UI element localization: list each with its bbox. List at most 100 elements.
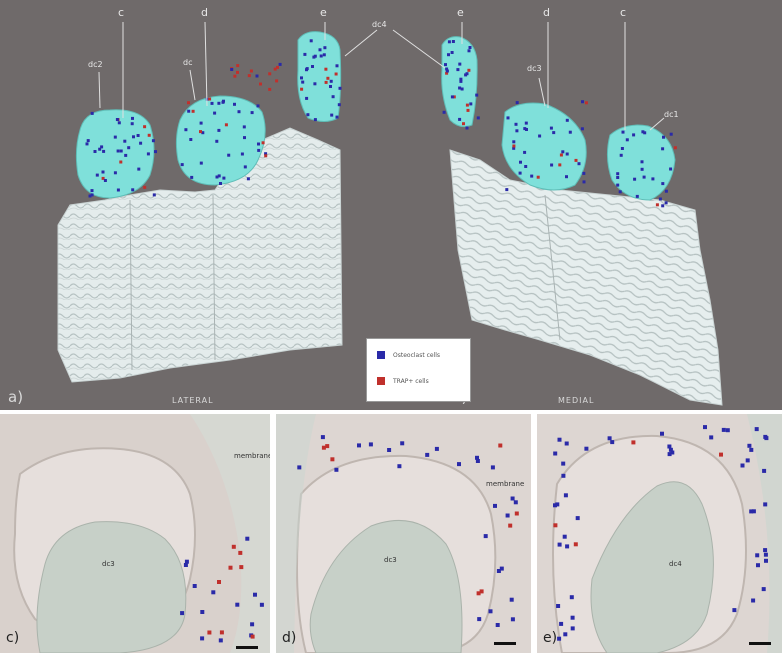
stain-dot — [88, 194, 92, 198]
stain-dot — [320, 435, 325, 440]
stain-dot — [101, 170, 105, 174]
stain-dot — [451, 40, 455, 43]
stain-dot — [465, 103, 469, 107]
stain-dot — [740, 463, 745, 468]
stain-dot — [85, 142, 89, 146]
stain-dot — [268, 87, 272, 91]
stain-dot — [475, 93, 479, 97]
stain-dot — [221, 100, 225, 104]
stain-dot — [553, 451, 558, 456]
panel-b-caption: MEDIAL — [558, 396, 595, 405]
stain-dot — [199, 161, 203, 165]
stain-dot — [231, 544, 236, 549]
stain-dot — [445, 71, 449, 75]
stain-dot — [525, 128, 528, 131]
panel-d-tooth-label: dc3 — [384, 556, 397, 564]
legend: Osteoclast cells TRAP+ cells — [366, 338, 471, 402]
panel-d-letter: d) — [282, 630, 297, 646]
stain-dot — [561, 461, 566, 466]
stain-dot — [243, 165, 247, 169]
stain-dot — [616, 172, 620, 176]
stain-dot — [201, 131, 205, 135]
stain-dot — [237, 110, 241, 114]
cell-dots-e — [553, 425, 769, 641]
stain-dot — [631, 440, 636, 445]
stain-dot — [215, 139, 219, 143]
stain-dot — [397, 464, 402, 469]
stain-dot — [518, 171, 522, 175]
stain-dot — [632, 133, 636, 137]
stain-dot — [510, 496, 515, 501]
stain-dot — [755, 553, 760, 558]
stain-dot — [483, 534, 488, 539]
stain-dot — [450, 95, 454, 99]
stain-dot — [215, 175, 219, 179]
stain-dot — [721, 427, 726, 432]
stain-dot — [334, 467, 339, 472]
panel-a-caption: LATERAL — [172, 396, 214, 405]
legend-swatch-blue — [377, 351, 385, 359]
stain-dot — [275, 79, 279, 83]
stain-dot — [200, 636, 205, 641]
stain-dot — [764, 558, 768, 563]
histology-panel-c: c) dc3 membrane — [0, 414, 270, 653]
stain-dot — [227, 153, 231, 157]
stain-dot — [747, 443, 752, 448]
stain-dot — [625, 138, 629, 142]
stain-dot — [468, 46, 472, 49]
stain-dot — [754, 427, 759, 432]
stain-dot — [245, 536, 250, 541]
structure-label-right-2: dc1 — [664, 110, 679, 119]
stain-dot — [119, 149, 123, 153]
stain-dot — [447, 53, 450, 57]
stain-dot — [458, 62, 462, 66]
stain-dot — [616, 176, 620, 179]
stain-dot — [514, 122, 518, 126]
stain-dot — [763, 434, 768, 439]
stain-dot — [642, 175, 646, 179]
stain-dot — [103, 179, 107, 182]
stain-dot — [250, 622, 255, 627]
stain-dot — [557, 542, 562, 547]
stain-dot — [200, 610, 205, 614]
stain-dot — [570, 615, 575, 620]
stain-dot — [476, 116, 480, 120]
stain-dot — [763, 502, 768, 507]
stain-dot — [633, 177, 637, 181]
stain-dot — [506, 116, 510, 120]
stain-dot — [670, 450, 675, 455]
stain-dot — [154, 150, 157, 154]
stain-dot — [115, 118, 119, 121]
stain-dot — [119, 160, 123, 164]
stain-dot — [607, 436, 612, 441]
stain-dot — [276, 65, 279, 69]
stain-dot — [508, 523, 513, 528]
stain-dot — [561, 473, 566, 478]
stain-dot — [199, 121, 203, 125]
stain-dot — [582, 180, 586, 184]
stain-dot — [445, 69, 449, 73]
stain-dot — [242, 125, 246, 129]
stain-dot — [523, 150, 527, 154]
stain-dot — [335, 64, 339, 68]
stain-dot — [549, 126, 553, 130]
stain-dot — [620, 147, 624, 150]
stain-dot — [217, 101, 221, 105]
stain-dot — [552, 131, 556, 135]
stain-dot — [640, 167, 644, 171]
stain-dot — [490, 465, 495, 470]
stain-dot — [187, 101, 190, 105]
stain-dot — [513, 500, 518, 505]
stain-dot — [224, 123, 228, 127]
stain-dot — [239, 565, 244, 570]
panel-c-letter: c) — [6, 630, 20, 646]
reconstruction-graphic — [57, 21, 723, 406]
stain-dot — [147, 133, 151, 137]
stain-dot — [318, 48, 322, 52]
stain-dot — [530, 174, 534, 178]
stain-dot — [756, 563, 760, 568]
stain-dot — [565, 152, 569, 156]
right-section-label-e: e — [457, 6, 464, 19]
stain-dot — [582, 171, 586, 175]
